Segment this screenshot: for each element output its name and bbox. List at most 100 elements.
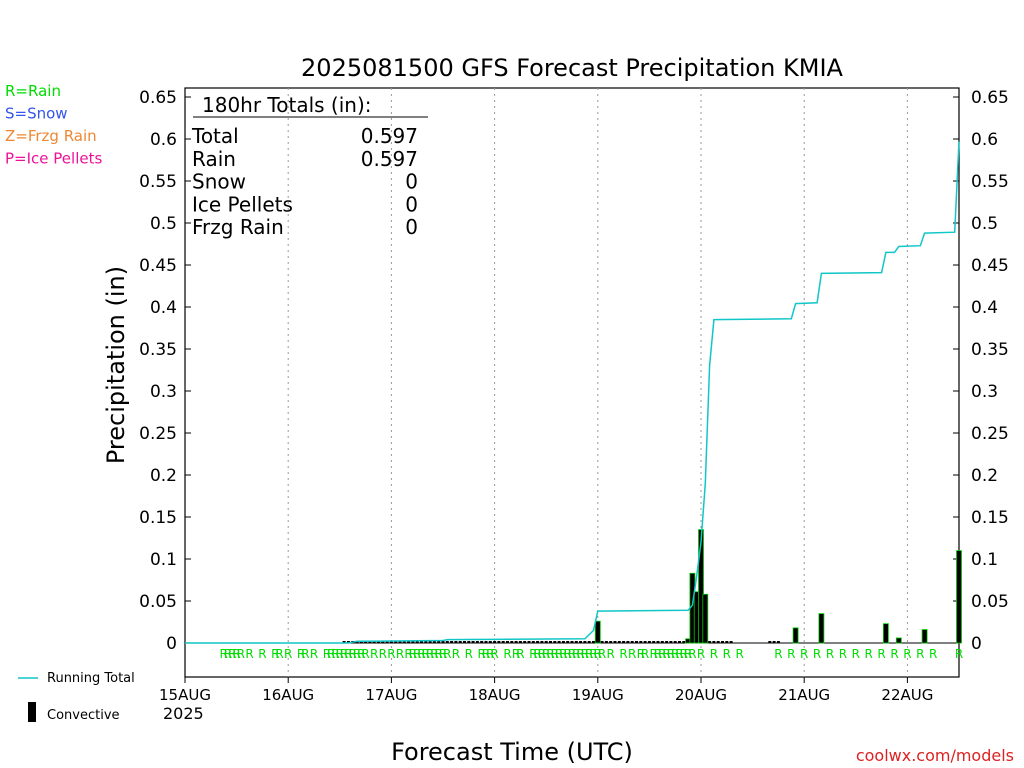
legend-entry: P=Ice Pellets bbox=[5, 150, 102, 168]
trace-bar bbox=[415, 641, 419, 643]
rain-marker: R bbox=[344, 647, 352, 661]
rain-marker: R bbox=[323, 647, 331, 661]
y-tick-label-right: 0.35 bbox=[971, 340, 1009, 360]
trace-bar bbox=[424, 641, 428, 643]
totals-row-value: 0 bbox=[405, 215, 418, 239]
trace-bar bbox=[493, 641, 497, 643]
y-tick-label-right: 0.1 bbox=[971, 550, 998, 570]
convective-legend-label: Convective bbox=[47, 708, 120, 723]
rain-marker: R bbox=[865, 647, 873, 661]
trace-bar bbox=[600, 641, 604, 643]
y-tick-label-right: 0.6 bbox=[971, 130, 998, 150]
rain-marker: R bbox=[357, 647, 365, 661]
trace-bar bbox=[428, 641, 432, 643]
rain-marker: R bbox=[890, 647, 898, 661]
trace-bar bbox=[523, 641, 527, 643]
trace-bar bbox=[454, 641, 458, 643]
rain-marker: R bbox=[275, 647, 283, 661]
x-axis: 15AUG 16AUG 17AUG 18AUG 19AUG 20AUG 21AUG 22AUG bbox=[159, 677, 933, 704]
rain-marker: R bbox=[826, 647, 834, 661]
rain-marker: R bbox=[301, 647, 309, 661]
rain-marker: R bbox=[929, 647, 937, 661]
rain-marker: R bbox=[955, 647, 963, 661]
running-total-legend-label: Running Total bbox=[47, 671, 135, 686]
rain-marker: R bbox=[529, 647, 537, 661]
trace-bar bbox=[682, 641, 686, 643]
rain-marker: R bbox=[675, 647, 683, 661]
x-tick-label: 22AUG bbox=[881, 686, 933, 704]
rain-marker: R bbox=[361, 647, 369, 661]
trace-bar bbox=[364, 641, 368, 643]
rain-marker: R bbox=[409, 647, 417, 661]
rain-marker: R bbox=[452, 647, 460, 661]
y-tick-label: 0.4 bbox=[150, 298, 177, 318]
rain-marker: R bbox=[697, 647, 705, 661]
plot-frame bbox=[184, 87, 960, 678]
trace-bar bbox=[613, 641, 617, 643]
trace-bar bbox=[630, 641, 634, 643]
trace-bar bbox=[398, 641, 402, 643]
y-tick-label: 0.05 bbox=[139, 592, 177, 612]
rain-marker: R bbox=[654, 647, 662, 661]
trace-bar bbox=[488, 641, 492, 643]
convective-bar bbox=[702, 593, 709, 644]
rain-marker: R bbox=[607, 647, 615, 661]
rain-marker: R bbox=[482, 647, 490, 661]
rain-marker: R bbox=[331, 647, 339, 661]
rain-marker: R bbox=[800, 647, 808, 661]
y-axis-left: 0 0.05 0.1 0.15 0.2 0.25 0.3 0.35 0.4 0.45 0.5 0.55… bbox=[139, 88, 191, 654]
rain-marker: R bbox=[598, 647, 606, 661]
rain-marker: R bbox=[417, 647, 425, 661]
rain-marker: R bbox=[585, 647, 593, 661]
y-tick-label-right: 0.45 bbox=[971, 256, 1009, 276]
convective-legend-swatch bbox=[28, 702, 36, 722]
x-tick-label: 17AUG bbox=[365, 686, 417, 704]
trace-bar bbox=[377, 641, 380, 643]
trace-bar bbox=[574, 641, 578, 643]
rain-marker: R bbox=[258, 647, 266, 661]
rain-marker: R bbox=[220, 647, 228, 661]
convective-bar bbox=[792, 627, 799, 644]
y-tick-label-right: 0.4 bbox=[971, 298, 998, 318]
rain-marker: R bbox=[465, 647, 473, 661]
x-axis-label: Forecast Time (UTC) bbox=[391, 738, 633, 766]
rain-marker: R bbox=[551, 647, 559, 661]
trace-bar bbox=[458, 641, 462, 643]
convective-bar bbox=[883, 623, 889, 644]
trace-bar bbox=[712, 641, 716, 643]
rain-marker: R bbox=[232, 647, 240, 661]
rain-marker: R bbox=[224, 647, 232, 661]
trace-bar bbox=[527, 641, 531, 643]
totals-header: 180hr Totals (in): bbox=[202, 93, 372, 117]
grid-lines bbox=[185, 88, 959, 677]
rain-marker: R bbox=[637, 647, 645, 661]
trace-bar bbox=[510, 641, 514, 643]
trace-bar bbox=[536, 641, 540, 643]
convective-bar bbox=[921, 629, 928, 644]
trace-bar bbox=[725, 641, 729, 643]
trace-bar bbox=[432, 641, 436, 643]
convective-bar bbox=[594, 620, 601, 644]
trace-bar bbox=[660, 641, 664, 643]
rain-marker: R bbox=[680, 647, 688, 661]
totals-row-value: 0 bbox=[405, 192, 418, 216]
rain-marker: R bbox=[736, 647, 744, 661]
rain-marker: R bbox=[426, 647, 434, 661]
rain-marker: R bbox=[503, 647, 511, 661]
trace-bar bbox=[531, 641, 535, 643]
trace-bar bbox=[346, 641, 350, 643]
rain-marker: R bbox=[387, 647, 395, 661]
totals-row-label: Frzg Rain bbox=[192, 215, 284, 239]
trace-bar bbox=[540, 641, 544, 643]
trace-bar bbox=[544, 641, 548, 643]
legend-entry: Z=Frzg Rain bbox=[5, 127, 97, 145]
totals-row-label: Ice Pellets bbox=[192, 192, 293, 216]
rain-marker: R bbox=[877, 647, 885, 661]
y-tick-label: 0.65 bbox=[139, 88, 177, 108]
trace-bar bbox=[656, 641, 660, 643]
rain-marker: R bbox=[533, 647, 541, 661]
trace-bar bbox=[467, 641, 471, 643]
convective-bars bbox=[594, 529, 962, 644]
y-tick-label-right: 0.05 bbox=[971, 592, 1009, 612]
